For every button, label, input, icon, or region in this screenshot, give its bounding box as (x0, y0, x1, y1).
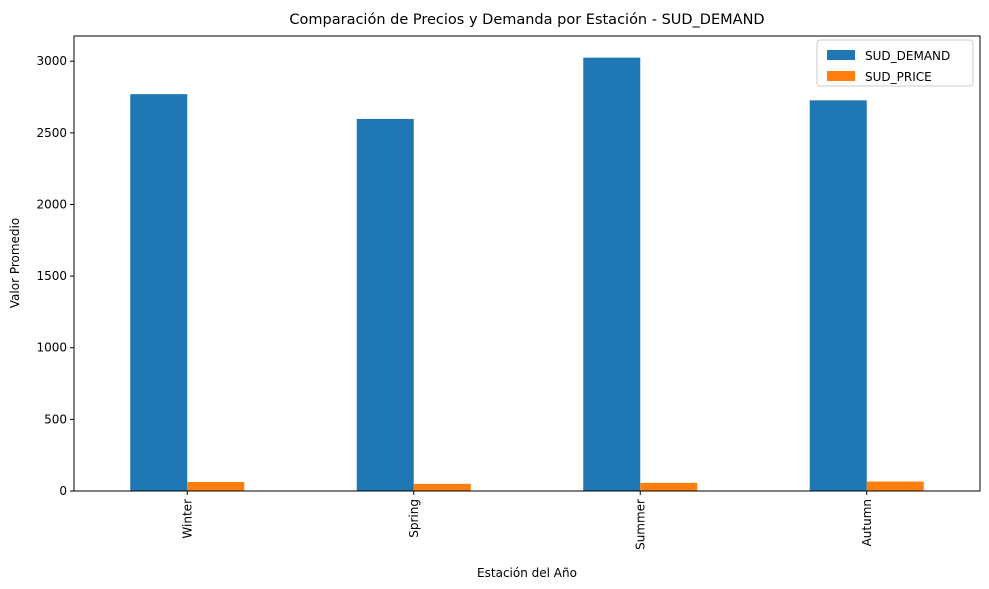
x-axis-label: Estación del Año (477, 566, 577, 580)
plot-frame (73, 35, 981, 492)
legend: SUD_DEMAND SUD_PRICE (816, 39, 974, 87)
x-tick-label-autumn: Autumn (860, 499, 874, 546)
bar-sud-price-winter (187, 481, 245, 491)
chart-title: Comparación de Precios y Demanda por Est… (289, 12, 764, 28)
y-tick-label: 3000 (36, 54, 67, 68)
bar-sud-demand-summer (583, 57, 641, 491)
legend-swatch-sud-demand (827, 50, 855, 60)
bar-sud-demand-spring (356, 118, 414, 492)
bar-sud-demand-autumn (809, 100, 867, 492)
y-tick-label: 0 (59, 484, 67, 498)
y-tick-label: 2500 (36, 126, 67, 140)
legend-label-sud-demand: SUD_DEMAND (865, 49, 950, 63)
y-tick-label: 2000 (36, 197, 67, 211)
legend-swatch-sud-price (827, 71, 855, 81)
x-tick-label-summer: Summer (633, 499, 647, 550)
y-tick-label: 1500 (36, 269, 67, 283)
bar-sud-demand-winter (130, 94, 188, 491)
legend-box (816, 39, 974, 87)
y-tick-label: 1000 (36, 341, 67, 355)
x-tick-label-spring: Spring (407, 499, 421, 538)
x-tick-label-winter: Winter (180, 499, 194, 539)
y-axis-label: Valor Promedio (8, 218, 22, 308)
plot-area: 0 500 1000 1500 2000 2500 3000 Winter Spring Summ… (36, 35, 981, 550)
bar-sud-price-autumn (866, 481, 924, 491)
bar-sud-price-summer (640, 482, 698, 491)
bar-sud-price-spring (413, 483, 471, 491)
y-tick-label: 500 (44, 412, 67, 426)
legend-label-sud-price: SUD_PRICE (865, 70, 932, 84)
